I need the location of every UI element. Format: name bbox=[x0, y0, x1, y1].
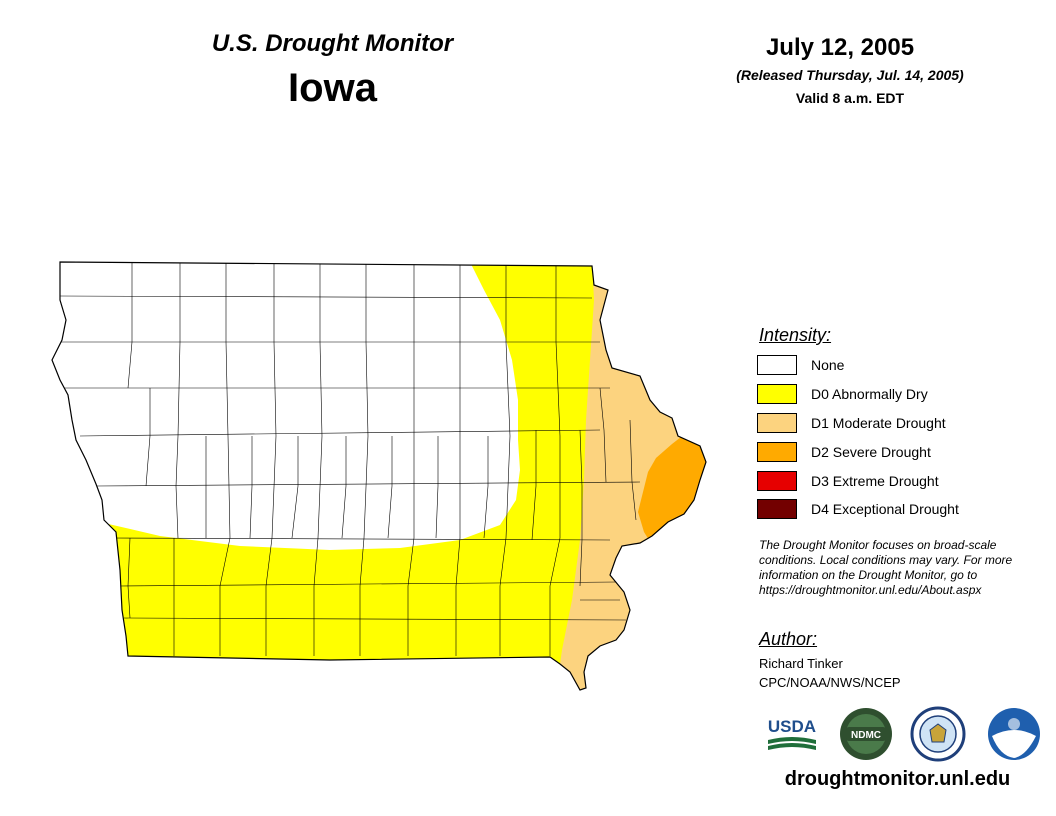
legend-label: None bbox=[811, 357, 845, 373]
d0-region bbox=[52, 262, 706, 690]
site-url[interactable]: droughtmonitor.unl.edu bbox=[784, 768, 1011, 790]
usda-logo-icon: USDA bbox=[768, 717, 816, 750]
release-date: (Released Thursday, Jul. 14, 2005) bbox=[736, 67, 964, 83]
legend-swatch bbox=[757, 442, 797, 462]
legend-item-d3: D3 Extreme Drought bbox=[757, 470, 939, 492]
legend-label: D0 Abnormally Dry bbox=[811, 386, 928, 402]
department-seal-icon bbox=[910, 706, 966, 762]
legend-swatch bbox=[757, 384, 797, 404]
monitor-note: The Drought Monitor focuses on broad-sca… bbox=[759, 538, 1013, 597]
legend-item-d2: D2 Severe Drought bbox=[757, 441, 931, 463]
author-name: Richard Tinker bbox=[759, 656, 843, 671]
svg-text:USDA: USDA bbox=[768, 717, 816, 736]
legend-label: D3 Extreme Drought bbox=[811, 473, 939, 489]
legend-item-none: None bbox=[757, 354, 844, 376]
svg-text:NDMC: NDMC bbox=[851, 730, 881, 741]
map-title: U.S. Drought Monitor bbox=[211, 30, 454, 57]
author-org: CPC/NOAA/NWS/NCEP bbox=[759, 675, 901, 690]
legend-swatch bbox=[757, 413, 797, 433]
author-title: Author: bbox=[759, 629, 818, 649]
state-outline bbox=[51, 261, 707, 691]
iowa-drought-map bbox=[51, 261, 707, 691]
legend-item-d1: D1 Moderate Drought bbox=[757, 412, 946, 434]
noaa-logo-icon bbox=[988, 708, 1040, 760]
legend-title: Intensity: bbox=[759, 325, 832, 345]
state-name: Iowa bbox=[288, 66, 377, 110]
legend-swatch bbox=[757, 355, 797, 375]
legend-label: D2 Severe Drought bbox=[811, 444, 931, 460]
legend-item-d4: D4 Exceptional Drought bbox=[757, 498, 959, 520]
legend-swatch bbox=[757, 499, 797, 519]
legend-swatch bbox=[757, 471, 797, 491]
legend-label: D4 Exceptional Drought bbox=[811, 501, 959, 517]
legend-label: D1 Moderate Drought bbox=[811, 415, 946, 431]
d2-region bbox=[638, 420, 706, 545]
ndmc-logo-icon: NDMC bbox=[840, 708, 892, 760]
valid-time: Valid 8 a.m. EDT bbox=[795, 90, 905, 106]
county-lines bbox=[59, 262, 641, 656]
map-date: July 12, 2005 bbox=[765, 34, 915, 61]
legend-item-d0: D0 Abnormally Dry bbox=[757, 383, 928, 405]
